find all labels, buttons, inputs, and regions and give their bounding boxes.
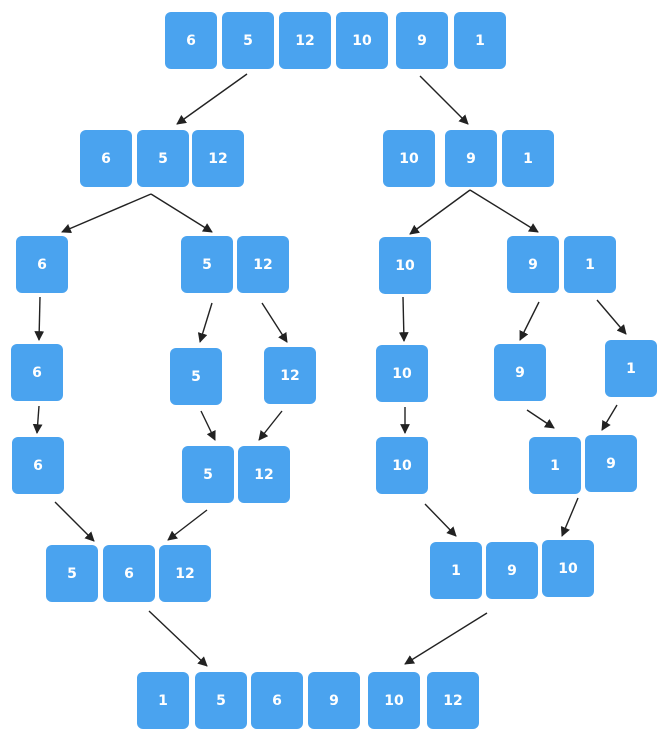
cell: 5 [222, 12, 274, 69]
arrow [398, 296, 409, 342]
cell: 9 [396, 12, 448, 69]
array-l6-a: 6 [11, 344, 63, 401]
arrow [61, 193, 152, 234]
array-r9: 9 [494, 344, 546, 401]
cell: 12 [238, 446, 290, 503]
arrow [32, 405, 43, 434]
cell: 9 [585, 435, 637, 492]
cell: 10 [542, 540, 594, 597]
cell: 1 [529, 437, 581, 494]
arrow [258, 410, 283, 441]
cell: 6 [103, 545, 155, 602]
arrow [409, 189, 471, 235]
arrow [469, 189, 539, 233]
cell: 1 [502, 130, 554, 187]
cell: 9 [507, 236, 559, 293]
arrow [519, 301, 540, 341]
array-r1: 1 [605, 340, 657, 397]
arrow [200, 410, 216, 441]
cell: 12 [427, 672, 479, 729]
arrow [167, 509, 208, 541]
array-r10-a: 10 [376, 345, 428, 402]
cell: 6 [251, 672, 303, 729]
array-l12: 12 [264, 347, 316, 404]
cell: 9 [486, 542, 538, 599]
arrow [601, 404, 618, 431]
arrow [148, 610, 208, 667]
arrow [197, 302, 213, 343]
cell: 1 [564, 236, 616, 293]
cell: 6 [16, 236, 68, 293]
array-l5: 5 [170, 348, 222, 405]
cell: 12 [159, 545, 211, 602]
cell: 1 [137, 672, 189, 729]
cell: 6 [165, 12, 217, 69]
cell: 10 [383, 130, 435, 187]
arrow [526, 409, 555, 429]
cell: 5 [46, 545, 98, 602]
cell: 5 [195, 672, 247, 729]
array-r10-b: 10 [376, 437, 428, 494]
cell: 6 [80, 130, 132, 187]
cell: 10 [336, 12, 388, 69]
arrow [596, 299, 627, 335]
cell: 9 [308, 672, 360, 729]
cell: 12 [237, 236, 289, 293]
cell: 12 [192, 130, 244, 187]
arrow [424, 503, 457, 537]
cell: 10 [368, 672, 420, 729]
cell: 9 [445, 130, 497, 187]
arrow [261, 302, 288, 343]
arrow [54, 501, 95, 542]
cell: 1 [430, 542, 482, 599]
cell: 10 [379, 237, 431, 294]
arrow [419, 75, 469, 125]
arrow [150, 193, 213, 233]
arrow [404, 612, 488, 665]
arrow [176, 73, 248, 125]
array-l6-b: 6 [12, 437, 64, 494]
cell: 12 [279, 12, 331, 69]
cell: 1 [454, 12, 506, 69]
arrow [34, 296, 45, 341]
cell: 5 [137, 130, 189, 187]
cell: 5 [182, 446, 234, 503]
cell: 5 [181, 236, 233, 293]
arrow [560, 497, 579, 537]
